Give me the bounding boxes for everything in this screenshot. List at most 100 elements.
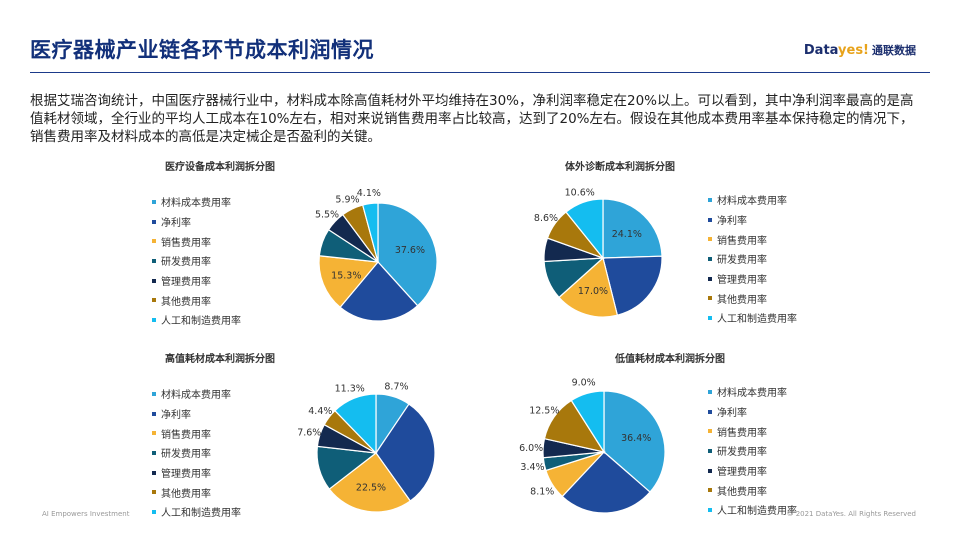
pie-slice-2: [561, 451, 651, 514]
legend-label: 人工和制造费用率: [161, 316, 241, 328]
legend-swatch: [708, 389, 712, 394]
legend-swatch: [152, 258, 156, 263]
brand-main: Data: [803, 43, 839, 58]
chart-legend: 材料成本费用率 净利率 销售费用率 研发费用率 管理费用率 其他费用率 人工和制…: [708, 382, 797, 520]
legend-label: 其他费用率: [161, 488, 211, 500]
chart-legend: 材料成本费用率 净利率 销售费用率 研发费用率 管理费用率 其他费用率 人工和制…: [152, 192, 241, 330]
chart-panel-ivd: 体外诊断成本利润拆分图 材料成本费用率 净利率 销售费用率 研发费用率 管理费用…: [480, 158, 930, 338]
legend-label: 销售费用率: [161, 237, 211, 249]
slice-data-label: 4.1%: [357, 188, 381, 199]
legend-label: 其他费用率: [161, 296, 211, 308]
legend-swatch: [152, 450, 156, 455]
pie-slice-7: [334, 393, 377, 455]
legend-swatch: [708, 237, 712, 242]
legend-swatch: [708, 429, 712, 434]
chart-legend: 材料成本费用率 净利率 销售费用率 研发费用率 管理费用率 其他费用率 人工和制…: [708, 190, 797, 328]
legend-swatch: [708, 197, 712, 202]
legend-label: 研发费用率: [161, 449, 211, 461]
legend-swatch: [708, 315, 712, 320]
legend-item: 人工和制造费用率: [152, 502, 241, 522]
legend-item: 其他费用率: [152, 290, 241, 310]
legend-label: 其他费用率: [717, 486, 767, 498]
legend-label: 管理费用率: [161, 469, 211, 481]
legend-swatch: [152, 239, 156, 244]
legend-swatch: [708, 409, 712, 414]
legend-swatch: [152, 199, 156, 204]
chart-title: 体外诊断成本利润拆分图: [565, 162, 675, 173]
pie-slice-2: [375, 403, 436, 502]
legend-item: 人工和制造费用率: [152, 310, 241, 330]
legend-swatch: [152, 317, 156, 322]
slice-data-label: 3.4%: [520, 462, 544, 473]
pie-slice-3: [318, 255, 380, 309]
legend-item: 管理费用率: [152, 271, 241, 291]
legend-swatch: [152, 431, 156, 436]
chart-title: 低值耗材成本利润拆分图: [615, 354, 725, 365]
pie-slice-3: [328, 452, 412, 513]
legend-item: 材料成本费用率: [152, 384, 241, 404]
legend-swatch: [708, 256, 712, 261]
legend-swatch: [708, 507, 712, 512]
legend-item: 其他费用率: [708, 480, 797, 500]
slice-data-label: 36.4%: [621, 433, 651, 444]
slice-data-label: 5.9%: [335, 195, 359, 206]
legend-item: 材料成本费用率: [708, 190, 797, 210]
slice-data-label: 17.0%: [578, 286, 608, 297]
legend-item: 管理费用率: [708, 269, 797, 289]
pie-chart: 24.1% 17.0% 8.6% 10.6%: [534, 187, 663, 318]
slice-data-label: 4.4%: [308, 406, 332, 417]
legend-label: 人工和制造费用率: [717, 314, 797, 326]
pie-chart: 37.6% 15.3% 5.5% 5.9%4.1%: [315, 188, 438, 322]
legend-item: 净利率: [152, 404, 241, 424]
legend-label: 管理费用率: [717, 467, 767, 479]
legend-label: 销售费用率: [161, 429, 211, 441]
page-title: 医疗器械产业链各环节成本利润情况: [30, 38, 374, 62]
legend-swatch: [708, 276, 712, 281]
chart-legend: 材料成本费用率 净利率 销售费用率 研发费用率 管理费用率 其他费用率 人工和制…: [152, 384, 241, 522]
pie-slice-2: [602, 255, 663, 316]
legend-label: 研发费用率: [717, 447, 767, 459]
slice-data-label: 11.3%: [335, 384, 365, 395]
legend-item: 材料成本费用率: [708, 382, 797, 402]
legend-item: 销售费用率: [152, 423, 241, 443]
brand-logo: Datayes! 通联数据: [804, 42, 916, 58]
legend-label: 净利率: [161, 410, 191, 422]
slice-data-label: 8.6%: [534, 213, 558, 224]
legend-swatch: [152, 470, 156, 475]
slice-data-label: 9.0%: [572, 377, 596, 388]
legend-label: 材料成本费用率: [717, 388, 787, 400]
slice-data-label: 5.5%: [315, 210, 339, 221]
legend-item: 销售费用率: [708, 229, 797, 249]
legend-item: 管理费用率: [708, 461, 797, 481]
legend-item: 销售费用率: [152, 231, 241, 251]
legend-label: 管理费用率: [717, 275, 767, 287]
legend-label: 销售费用率: [717, 427, 767, 439]
pie-slice-7: [570, 390, 605, 455]
slice-data-label: 8.1%: [530, 486, 554, 497]
legend-item: 其他费用率: [152, 482, 241, 502]
legend-label: 销售费用率: [717, 235, 767, 247]
legend-item: 净利率: [708, 402, 797, 422]
chart-title: 高值耗材成本利润拆分图: [165, 354, 275, 365]
pie-slice-1: [602, 198, 663, 259]
slice-data-label: 6.0%: [519, 443, 543, 454]
slice-data-label: 10.6%: [565, 187, 595, 198]
brand-cn: 通联数据: [872, 44, 916, 57]
legend-label: 人工和制造费用率: [161, 508, 241, 520]
legend-swatch: [708, 296, 712, 301]
slice-data-label: 24.1%: [612, 229, 642, 240]
legend-item: 研发费用率: [708, 441, 797, 461]
legend-label: 研发费用率: [161, 257, 211, 269]
pie-slice-2: [339, 261, 419, 322]
chart-panel-high-value-consumables: 高值耗材成本利润拆分图 材料成本费用率 净利率 销售费用率 研发费用率 管理费用…: [30, 350, 480, 530]
pie-slice-7: [361, 202, 379, 263]
legend-item: 其他费用率: [708, 288, 797, 308]
legend-label: 人工和制造费用率: [717, 506, 797, 518]
brand-accent: yes!: [838, 43, 869, 58]
legend-label: 其他费用率: [717, 294, 767, 306]
slice-data-label: 7.6%: [297, 427, 321, 438]
slice-data-label: 37.6%: [395, 245, 425, 256]
legend-label: 管理费用率: [161, 277, 211, 289]
legend-swatch: [152, 490, 156, 495]
legend-swatch: [152, 219, 156, 224]
